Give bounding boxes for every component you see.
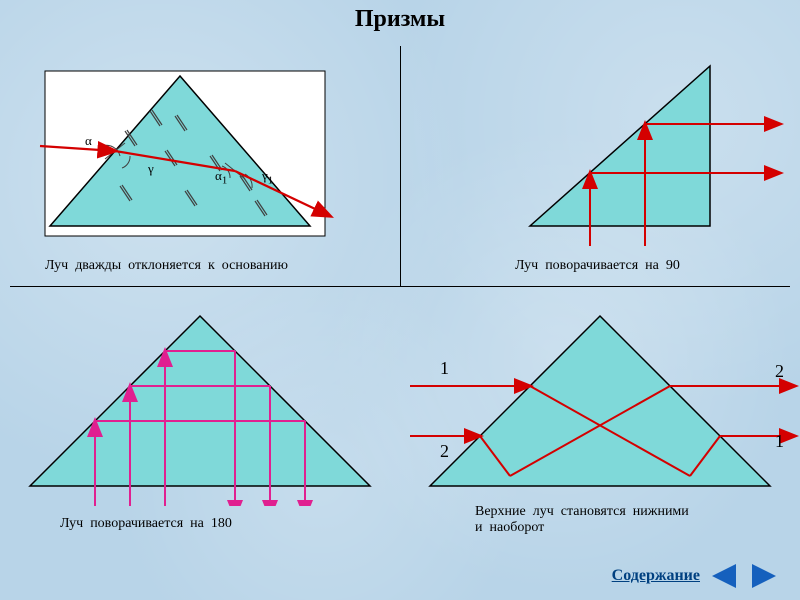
label-gamma: γ xyxy=(148,161,154,177)
panel-dispersion: α γ α1 γ1 Луч дважды отклоняется к основ… xyxy=(0,36,400,286)
caption-q4-line1: Верхние луч становятся нижними xyxy=(475,504,689,520)
panel-90: Луч поворачивается на 90 xyxy=(400,36,800,286)
diagram-dispersion xyxy=(30,56,350,251)
page-title: Призмы xyxy=(0,6,800,33)
diagram-90 xyxy=(420,46,800,256)
diagram-grid: α γ α1 γ1 Луч дважды отклоняется к основ… xyxy=(0,36,800,536)
label-1-left: 1 xyxy=(440,358,449,379)
next-button[interactable] xyxy=(748,562,780,590)
panel-invert: 1 2 2 1 Верхние луч становятся нижними и… xyxy=(400,286,800,536)
label-1-right: 1 xyxy=(775,431,784,452)
label-2-right: 2 xyxy=(775,361,784,382)
caption-q3: Луч поворачивается на 180 xyxy=(60,516,232,532)
contents-link[interactable]: Содержание xyxy=(612,567,700,585)
label-gamma1: γ1 xyxy=(262,168,273,187)
prev-button[interactable] xyxy=(708,562,740,590)
caption-q2: Луч поворачивается на 90 xyxy=(515,258,680,274)
label-alpha1: α1 xyxy=(215,168,227,187)
label-alpha: α xyxy=(85,133,92,149)
caption-q4-line2: и наоборот xyxy=(475,520,544,536)
diagram-invert xyxy=(400,296,800,506)
label-2-left: 2 xyxy=(440,441,449,462)
footer: Содержание xyxy=(612,562,780,590)
panel-180: Луч поворачивается на 180 xyxy=(0,286,400,536)
diagram-180 xyxy=(10,296,390,506)
caption-q1: Луч дважды отклоняется к основанию xyxy=(45,258,288,274)
